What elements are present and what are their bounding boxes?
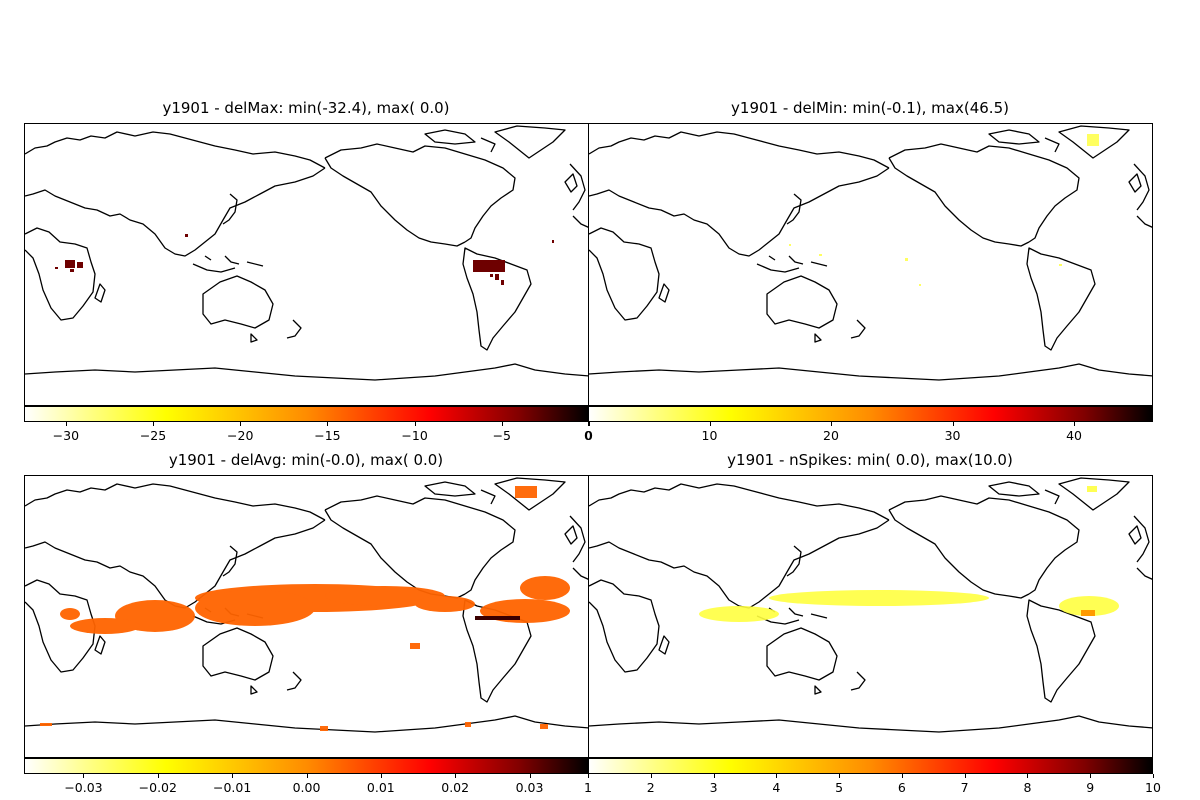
colorbar-tick-mark xyxy=(83,774,85,778)
colorbar-tick-mark xyxy=(380,774,382,778)
colorbar-tick-mark xyxy=(588,422,589,426)
colorbar-tick-mark xyxy=(650,774,652,778)
colorbar-tick-mark xyxy=(240,422,242,426)
colorbar-tick-mark xyxy=(831,422,832,426)
colorbar-nspikes xyxy=(588,758,1153,774)
colorbar-tick-mark xyxy=(964,774,966,778)
colorbar-tick-label: −0.01 xyxy=(213,780,252,795)
colorbar-tick-mark xyxy=(455,774,457,778)
colorbar-tick-label: −0.02 xyxy=(138,780,177,795)
coastline-map-delavg xyxy=(25,477,588,733)
colorbar-tick-label: 40 xyxy=(1066,428,1082,443)
colorbar-tick-label: 0 xyxy=(585,428,593,443)
nspikes-orange-points xyxy=(1081,610,1095,616)
map-delavg xyxy=(24,475,589,758)
coastline-map-nspikes xyxy=(589,477,1152,733)
delavg-dark-band xyxy=(475,616,520,620)
colorbar-tick-mark xyxy=(839,774,841,778)
colorbar-tick-label: 5 xyxy=(835,780,844,795)
colorbar-tick-label: 0.02 xyxy=(441,780,470,795)
colorbar-tick-label: −0.03 xyxy=(64,780,103,795)
colorbar-tick-label: 1 xyxy=(584,780,592,795)
colorbar-tick-label: 0.03 xyxy=(515,780,544,795)
colorbar-tick-label: 6 xyxy=(897,780,906,795)
colorbar-tick-label: 9 xyxy=(1086,780,1095,795)
colorbar-tick-label: 10 xyxy=(701,428,718,443)
colorbar-tick-label: −30 xyxy=(52,428,80,443)
colorbar-tick-label: 4 xyxy=(772,780,781,795)
colorbar-delmax xyxy=(24,406,589,422)
map-delmax xyxy=(24,123,589,406)
panel-title-delmin: y1901 - delMin: min(-0.1), max(46.5) xyxy=(731,99,1009,117)
colorbar-tick-label: 2 xyxy=(646,780,655,795)
colorbar-tick-label: 7 xyxy=(960,780,969,795)
colorbar-tick-label: 0.00 xyxy=(292,780,321,795)
panel-title-delmax: y1901 - delMax: min(-32.4), max( 0.0) xyxy=(162,99,450,117)
colorbar-tick-label: 0.01 xyxy=(366,780,395,795)
colorbar-tick-mark xyxy=(65,422,67,426)
colorbar-tick-mark xyxy=(1153,774,1154,778)
colorbar-tick-label: −15 xyxy=(314,428,341,443)
colorbar-tick-mark xyxy=(709,422,711,426)
colorbar-tick-mark xyxy=(153,422,155,426)
colorbar-tick-label: −20 xyxy=(227,428,254,443)
coastline-map-delmax xyxy=(25,125,588,381)
colorbar-tick-label: 20 xyxy=(823,428,839,443)
colorbar-tick-label: −5 xyxy=(492,428,512,443)
colorbar-tick-mark xyxy=(1090,774,1092,778)
colorbar-tick-mark xyxy=(157,774,159,778)
colorbar-tick-label: 8 xyxy=(1023,780,1032,795)
colorbar-tick-label: 0 xyxy=(584,428,592,443)
colorbar-tick-mark xyxy=(713,774,715,778)
panel-title-nspikes: y1901 - nSpikes: min( 0.0), max(10.0) xyxy=(727,451,1013,469)
colorbar-tick-mark xyxy=(501,422,503,426)
coastline-map-delmin xyxy=(589,125,1152,381)
colorbar-tick-label: 3 xyxy=(709,780,718,795)
map-delmin xyxy=(588,123,1153,406)
colorbar-tick-mark xyxy=(1074,422,1076,426)
colorbar-tick-mark xyxy=(589,422,590,426)
colorbar-tick-label: −10 xyxy=(401,428,428,443)
delavg-data-points xyxy=(40,486,570,731)
colorbar-tick-mark xyxy=(232,774,234,778)
colorbar-tick-mark xyxy=(588,774,589,778)
panel-title-delavg: y1901 - delAvg: min(-0.0), max( 0.0) xyxy=(168,451,444,469)
colorbar-tick-label: 30 xyxy=(944,428,961,443)
colorbar-tick-mark xyxy=(327,422,329,426)
colorbar-tick-mark xyxy=(529,774,531,778)
delmin-data-points xyxy=(789,134,1099,286)
colorbar-delmin xyxy=(588,406,1153,422)
colorbar-tick-mark xyxy=(306,774,308,778)
delmax-data-points xyxy=(55,234,554,285)
colorbar-tick-mark xyxy=(901,774,903,778)
nspikes-data-points xyxy=(699,486,1119,622)
map-nspikes xyxy=(588,475,1153,758)
colorbar-delavg xyxy=(24,758,589,774)
colorbar-tick-mark xyxy=(414,422,416,426)
colorbar-tick-mark xyxy=(776,774,778,778)
colorbar-tick-label: 10 xyxy=(1145,780,1161,795)
colorbar-tick-mark xyxy=(1027,774,1029,778)
colorbar-tick-label: −25 xyxy=(139,428,167,443)
colorbar-tick-mark xyxy=(952,422,954,426)
